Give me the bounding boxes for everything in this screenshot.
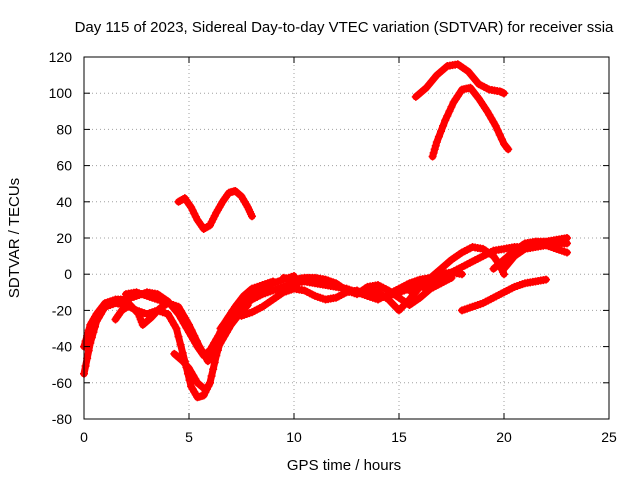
y-tick-label: 120 — [49, 49, 73, 65]
data-point-marker — [443, 111, 452, 120]
data-point-marker — [437, 127, 445, 136]
data-point-marker — [495, 130, 504, 139]
data-point-marker — [428, 152, 437, 161]
y-tick-label: 0 — [64, 266, 72, 282]
data-point-marker — [430, 145, 439, 154]
data-point-marker — [434, 132, 443, 141]
data-point-marker — [503, 143, 512, 152]
data-point-marker — [458, 270, 466, 279]
data-point-marker — [89, 328, 98, 337]
y-tick-label: -80 — [52, 411, 72, 427]
data-point-marker — [207, 372, 216, 381]
data-point-marker — [563, 248, 571, 257]
data-point-marker — [235, 191, 244, 200]
x-tick-label: 25 — [601, 429, 617, 445]
data-point-marker — [174, 302, 183, 311]
y-axis-title: SDTVAR / TECUs — [6, 178, 23, 298]
data-point-marker — [500, 89, 508, 98]
y-tick-label: -60 — [52, 375, 72, 391]
y-tick-label: 100 — [49, 85, 73, 101]
data-point-marker — [493, 126, 502, 135]
y-tick-label: 40 — [56, 194, 72, 210]
series-arc-15 — [411, 60, 508, 101]
x-tick-label: 0 — [80, 429, 88, 445]
data-point-marker — [208, 351, 217, 360]
data-point-marker — [187, 326, 196, 335]
y-tick-label: -20 — [52, 302, 72, 318]
grid-lines — [84, 57, 609, 419]
x-tick-label: 15 — [391, 429, 407, 445]
data-point-marker — [210, 358, 219, 367]
x-tick-label: 20 — [496, 429, 512, 445]
data-point-marker — [431, 141, 440, 150]
series-arc-11 — [458, 275, 550, 315]
data-point-marker — [209, 365, 218, 374]
data-point-marker — [206, 378, 214, 387]
data-point-marker — [439, 121, 448, 130]
data-point-marker — [177, 307, 186, 316]
x-axis-title: GPS time / hours — [287, 457, 401, 474]
data-point-marker — [183, 362, 192, 371]
data-point-marker — [497, 135, 506, 144]
data-point-marker — [174, 332, 183, 341]
data-point-marker — [447, 102, 456, 111]
data-point-marker — [176, 340, 185, 349]
data-point-marker — [542, 275, 550, 284]
series-arc-5 — [170, 349, 214, 395]
data-point-marker — [563, 234, 571, 242]
data-point-marker — [204, 222, 213, 231]
data-point-marker — [182, 316, 191, 325]
data-point-marker — [429, 148, 438, 157]
data-point-marker — [491, 121, 500, 130]
data-point-marker — [87, 333, 96, 342]
data-series — [80, 60, 571, 402]
data-point-marker — [441, 116, 450, 125]
data-point-marker — [86, 338, 95, 347]
data-point-marker — [432, 138, 441, 147]
chart-title: Day 115 of 2023, Sidereal Day-to-day VTE… — [75, 19, 614, 36]
data-point-marker — [192, 337, 201, 346]
x-tick-label: 10 — [286, 429, 302, 445]
data-point-marker — [179, 311, 188, 320]
data-point-marker — [248, 212, 256, 221]
data-point-marker — [185, 320, 193, 329]
series-arc-4 — [122, 288, 252, 366]
data-point-marker — [81, 362, 90, 371]
data-point-marker — [91, 322, 100, 331]
y-tick-label: 20 — [56, 230, 72, 246]
data-point-marker — [84, 346, 93, 355]
y-tick-label: 80 — [56, 121, 72, 137]
data-point-marker — [504, 145, 513, 154]
series-arc-10 — [405, 243, 508, 295]
x-tick-label: 5 — [185, 429, 193, 445]
series-arc-16 — [428, 83, 513, 161]
axis-ticks: 0 5 10 15 20 25 -80 -60 -40 -20 0 20 40 60 80 100 120 — [49, 49, 617, 445]
series-arc-14 — [174, 186, 256, 233]
data-point-marker — [204, 380, 213, 389]
data-point-marker — [445, 107, 454, 116]
data-point-marker — [172, 324, 181, 333]
y-tick-label: -40 — [52, 339, 72, 355]
data-point-marker — [190, 331, 199, 340]
data-point-marker — [178, 348, 187, 357]
y-tick-label: 60 — [56, 158, 72, 174]
series-arc-13 — [500, 241, 571, 273]
